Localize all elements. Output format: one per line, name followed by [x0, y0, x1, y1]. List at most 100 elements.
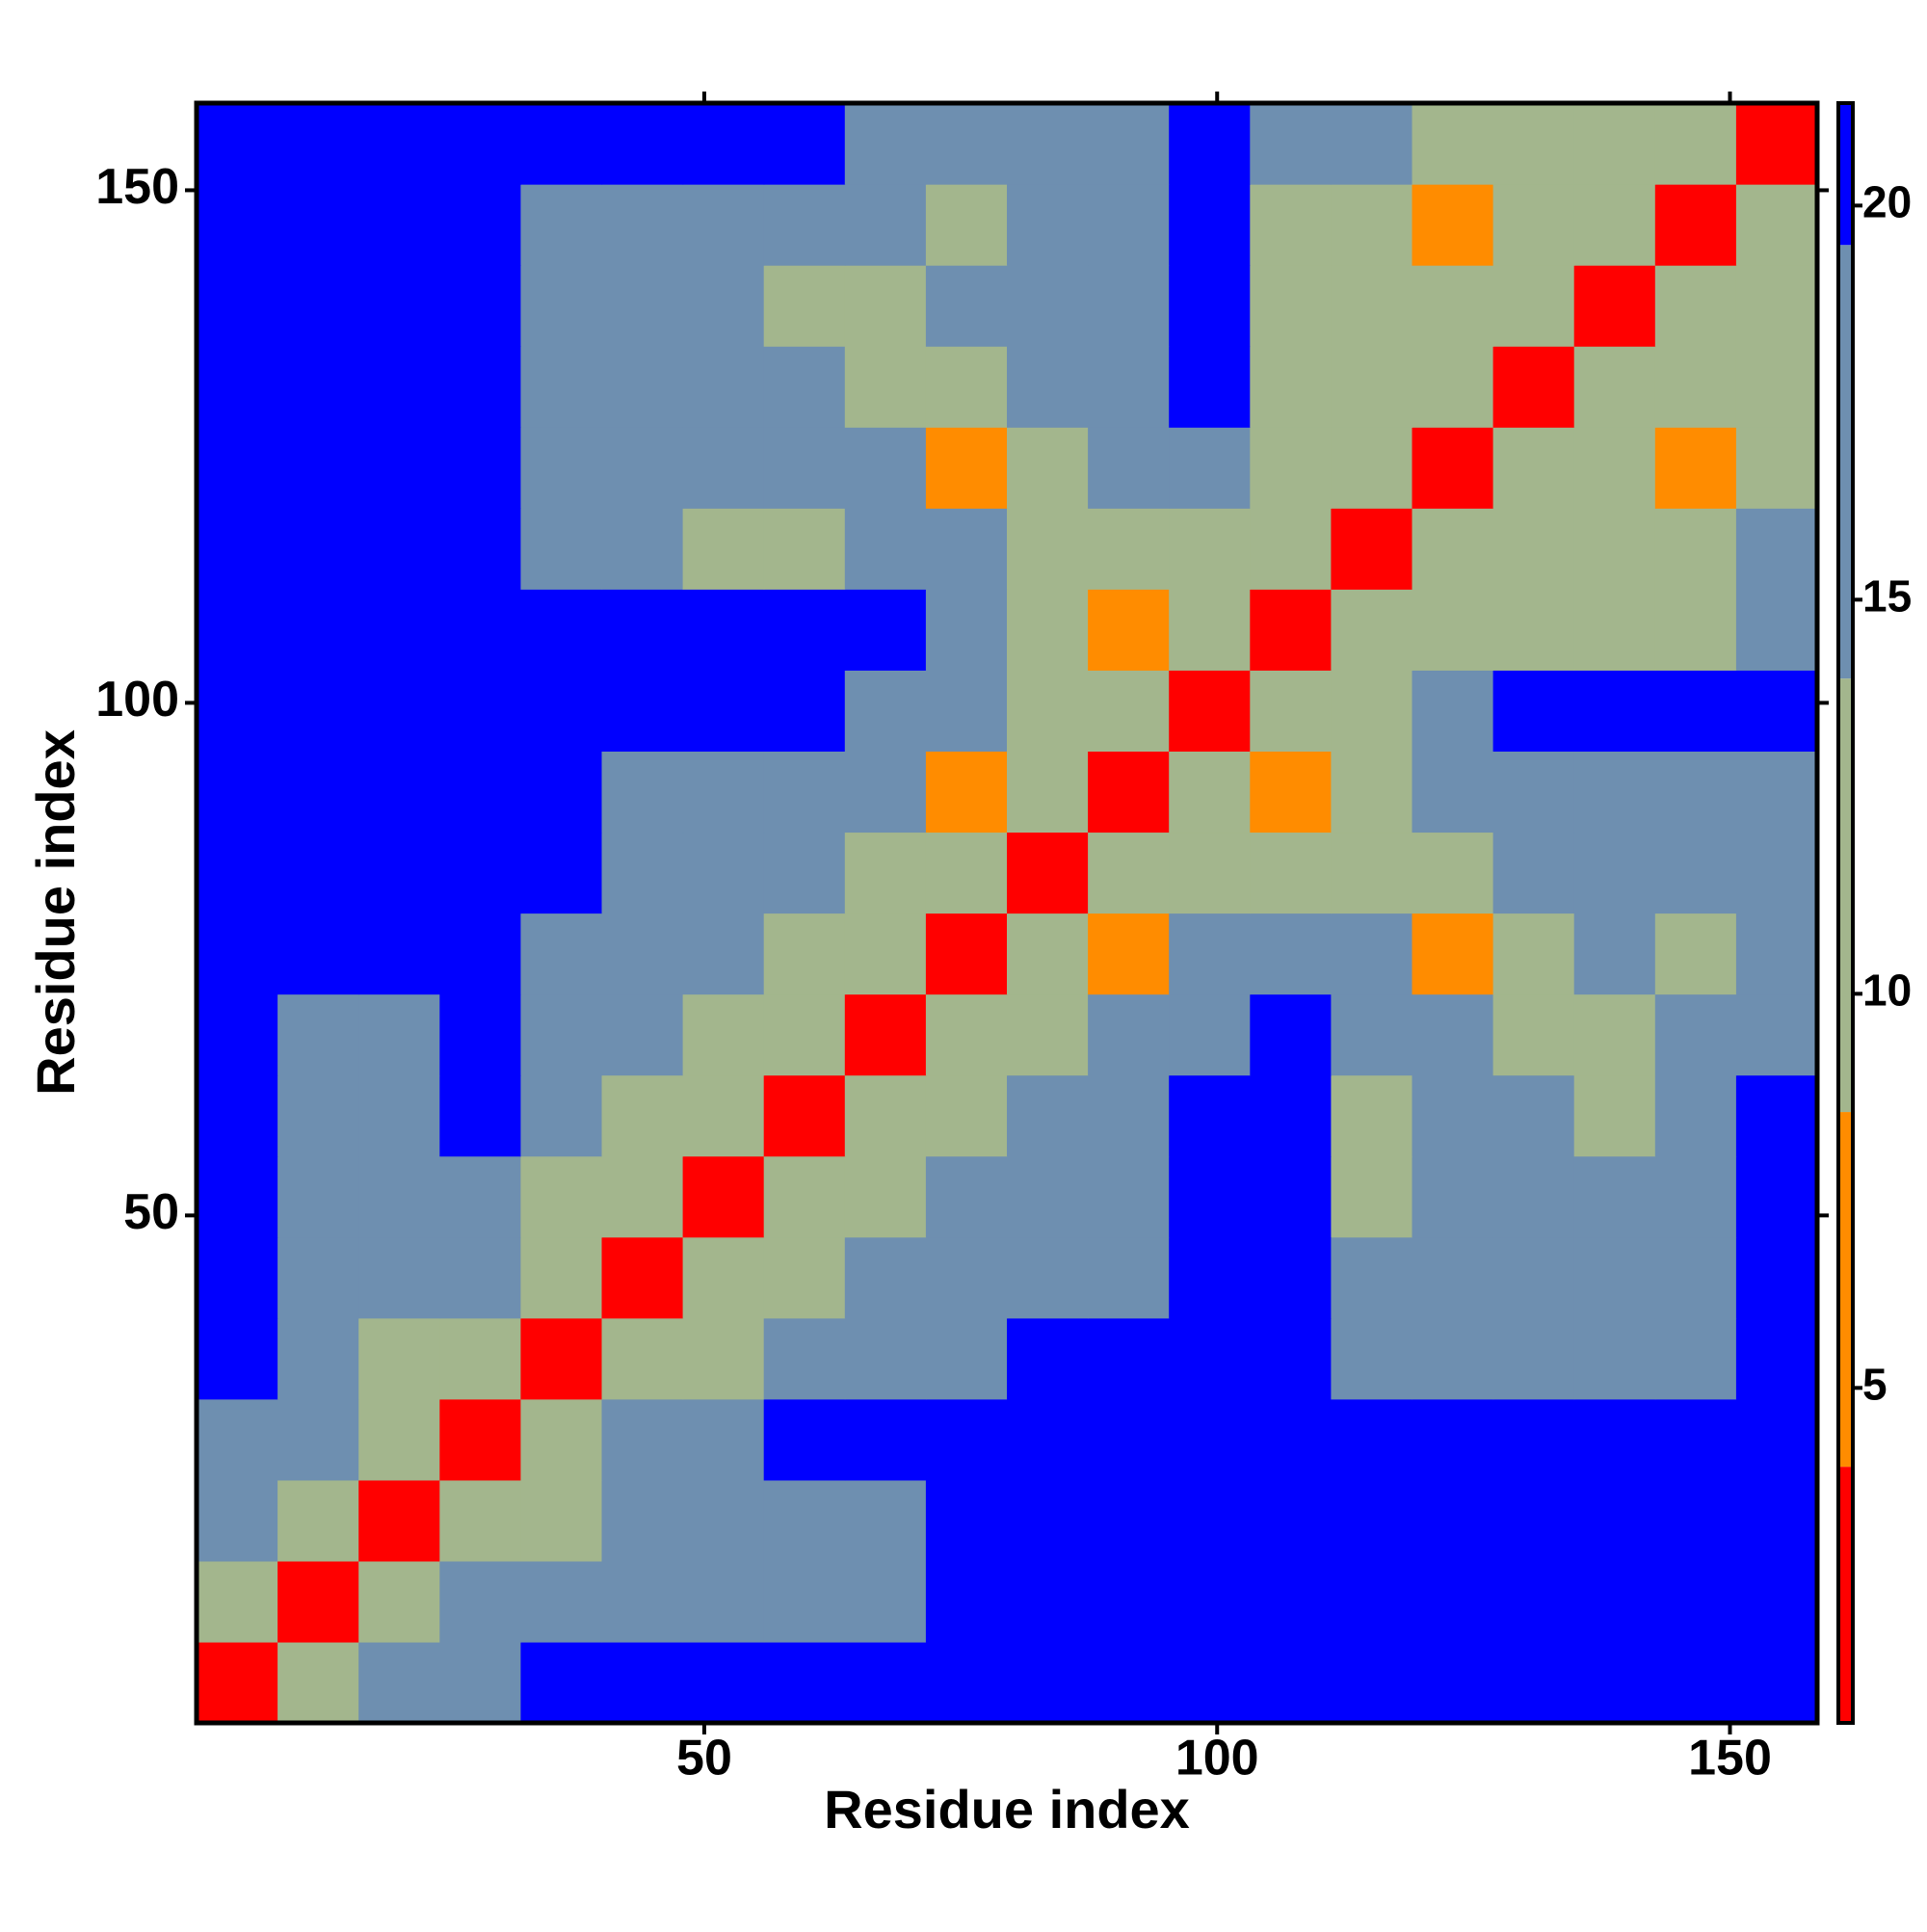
heatmap-cell	[1088, 265, 1170, 347]
heatmap-cell	[439, 589, 521, 671]
y-tick-label: 150	[95, 159, 179, 215]
heatmap-cell	[358, 346, 440, 428]
heatmap-cell	[1492, 993, 1575, 1076]
heatmap-cell	[1250, 751, 1332, 834]
heatmap-cell	[1250, 913, 1332, 995]
heatmap-cell	[1654, 1317, 1737, 1400]
heatmap-cell	[1654, 1560, 1737, 1643]
heatmap-cell	[1492, 1398, 1575, 1481]
heatmap-cell	[1250, 103, 1332, 185]
heatmap-cell	[1492, 1155, 1575, 1238]
heatmap-cell	[925, 346, 1008, 428]
heatmap-cell	[1007, 751, 1089, 834]
heatmap-cell	[439, 1155, 521, 1238]
heatmap-cell	[1735, 103, 1818, 185]
heatmap-cell	[1007, 1155, 1089, 1238]
heatmap-cell	[358, 1236, 440, 1319]
heatmap-cell	[520, 184, 603, 266]
heatmap-cell	[1735, 1155, 1818, 1238]
heatmap-cell	[1169, 427, 1251, 509]
heatmap-cell	[439, 184, 521, 266]
heatmap-cell	[277, 1236, 359, 1319]
heatmap-cell	[1331, 832, 1413, 914]
heatmap-cell	[925, 670, 1008, 752]
heatmap-cell	[1331, 265, 1413, 347]
heatmap-cell	[1492, 751, 1575, 834]
heatmap-cell	[1331, 1398, 1413, 1481]
heatmap-cell	[197, 1155, 278, 1238]
heatmap-cell	[1492, 265, 1575, 347]
heatmap-cell	[439, 346, 521, 428]
heatmap-cell	[1169, 751, 1251, 834]
heatmap-cell	[439, 1074, 521, 1157]
heatmap-cell	[1331, 1479, 1413, 1562]
heatmap-cell	[682, 1479, 765, 1562]
heatmap-cell	[925, 751, 1008, 834]
heatmap-cell	[844, 751, 927, 834]
heatmap-cell	[1088, 1317, 1170, 1400]
heatmap-cell	[844, 1074, 927, 1157]
heatmap-cell	[1573, 670, 1656, 752]
heatmap-cell	[925, 1560, 1008, 1643]
heatmap-cell	[197, 1641, 278, 1724]
heatmap-cell	[925, 1236, 1008, 1319]
heatmap-cell	[925, 589, 1008, 671]
colorbar-tick-label: 20	[1862, 176, 1912, 226]
heatmap-cell	[1412, 1317, 1494, 1400]
heatmap-cell	[1331, 346, 1413, 428]
heatmap-cell	[520, 1317, 603, 1400]
heatmap-cell	[844, 103, 927, 185]
heatmap-cell	[1250, 1074, 1332, 1157]
heatmap-cell	[1735, 265, 1818, 347]
heatmap-cell	[925, 1479, 1008, 1562]
heatmap-cell	[844, 1398, 927, 1481]
heatmap-cell	[358, 913, 440, 995]
heatmap-cell	[844, 265, 927, 347]
heatmap-cell	[925, 103, 1008, 185]
heatmap-cell	[1654, 670, 1737, 752]
heatmap-cell	[763, 1641, 846, 1724]
heatmap-cell	[601, 103, 684, 185]
heatmap-cell	[1735, 913, 1818, 995]
heatmap-cell	[1412, 670, 1494, 752]
heatmap-cell	[1412, 1479, 1494, 1562]
heatmap-cell	[925, 1641, 1008, 1724]
heatmap-cell	[601, 427, 684, 509]
colorbar-segment	[1838, 1467, 1853, 1723]
heatmap-cell	[197, 993, 278, 1076]
heatmap-cell	[925, 427, 1008, 509]
heatmap-cell	[1169, 1479, 1251, 1562]
heatmap-cell	[439, 1560, 521, 1643]
heatmap-cell	[1654, 1479, 1737, 1562]
heatmap-cell	[1331, 1560, 1413, 1643]
heatmap-cell	[1250, 427, 1332, 509]
heatmap-cell	[1573, 832, 1656, 914]
heatmap-cell	[1331, 913, 1413, 995]
heatmap-cell	[520, 589, 603, 671]
heatmap-cell	[1169, 1074, 1251, 1157]
heatmap-cell	[1573, 184, 1656, 266]
heatmap-cell	[1331, 589, 1413, 671]
heatmap-cell	[358, 103, 440, 185]
heatmap-cell	[1088, 1398, 1170, 1481]
heatmap-cell	[358, 993, 440, 1076]
colorbar-tick-label: 5	[1862, 1360, 1887, 1410]
heatmap-cell	[1007, 1479, 1089, 1562]
heatmap-cell	[1088, 184, 1170, 266]
heatmap-cell	[601, 751, 684, 834]
heatmap-cell	[1250, 993, 1332, 1076]
heatmap-cell	[1250, 1641, 1332, 1724]
heatmap-cell	[682, 913, 765, 995]
heatmap-cell	[439, 751, 521, 834]
heatmap-cell	[925, 1074, 1008, 1157]
heatmap-cell	[1654, 1155, 1737, 1238]
heatmap-cell	[763, 1155, 846, 1238]
heatmap-cell	[520, 1155, 603, 1238]
heatmap-cell	[1007, 427, 1089, 509]
heatmap-cell	[197, 832, 278, 914]
heatmap-cell	[358, 751, 440, 834]
heatmap-cell	[1088, 1074, 1170, 1157]
heatmap-cell	[520, 832, 603, 914]
heatmap-cell	[439, 993, 521, 1076]
